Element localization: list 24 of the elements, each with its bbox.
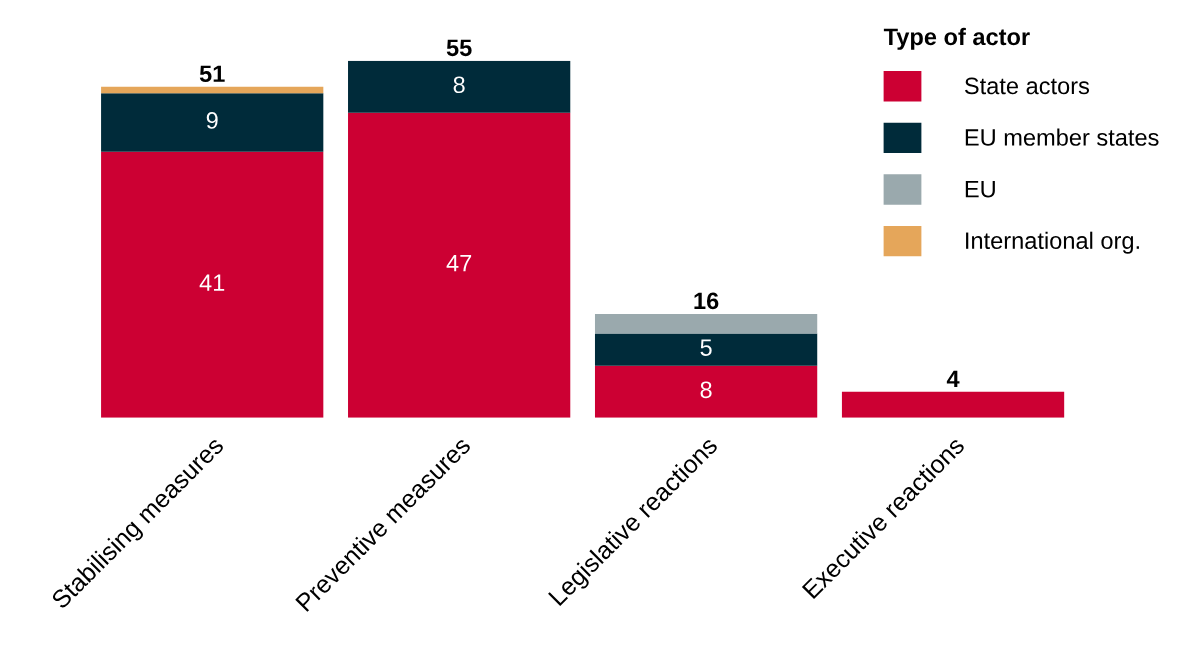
bar [348,60,571,113]
legend-title: Type of actor [883,27,1030,50]
bar [101,93,324,152]
total-label: 55 [446,39,472,57]
bar [594,333,818,366]
data-label: 41 [199,274,225,291]
bar [594,365,818,418]
data-label: 8 [700,381,712,399]
legend-label: International org. [966,231,1139,254]
bar [348,112,571,418]
bar [101,151,324,418]
data-label: 8 [453,76,465,94]
total-label: 16 [694,292,719,310]
data-label: 47 [446,255,472,272]
bar [841,391,1065,418]
data-label: 5 [700,339,712,356]
bar [594,313,818,334]
legend-label: EU member states [965,128,1159,146]
bar [101,86,324,94]
legend-label: EU [965,180,995,198]
legend-label: State actors [964,77,1090,95]
total-label: 51 [199,65,225,83]
data-label: 9 [206,112,218,129]
total-label: 4 [946,370,960,387]
